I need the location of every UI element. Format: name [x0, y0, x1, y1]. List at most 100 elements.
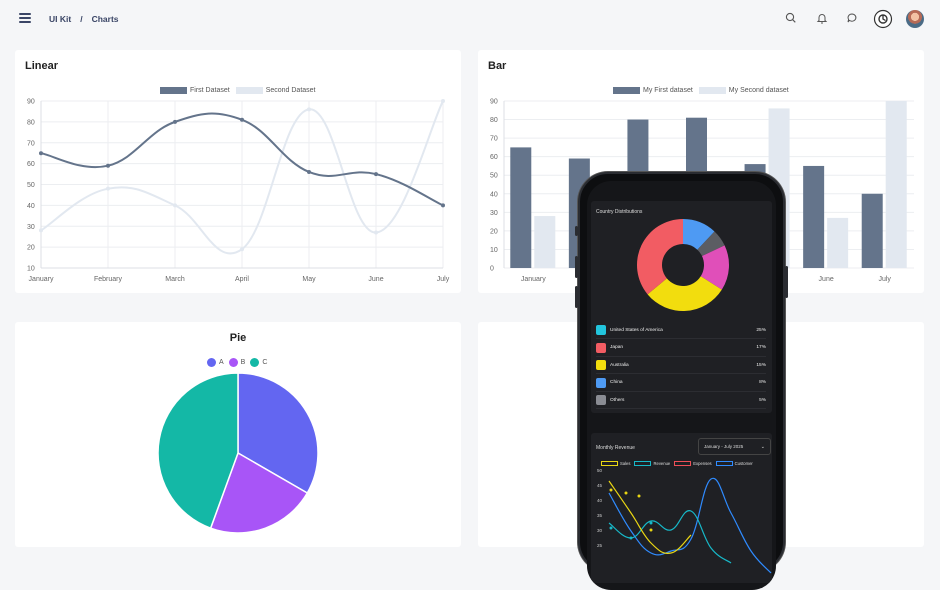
- country-percent: 17%: [756, 345, 766, 350]
- phone-screen: Country Distributions United States of A…: [587, 181, 776, 590]
- pie-legend-c[interactable]: C: [250, 358, 267, 367]
- y-tick-label: 35: [597, 513, 603, 518]
- pie-legend-a[interactable]: A: [207, 358, 224, 367]
- date-range-value: January - July 2025: [704, 444, 744, 449]
- y-tick-label: 90: [490, 99, 498, 106]
- revenue-legend-item[interactable]: Customer: [715, 461, 753, 466]
- y-tick-label: 60: [27, 161, 35, 168]
- breadcrumb-uikit[interactable]: UI Kit: [49, 14, 72, 24]
- y-tick-label: 30: [597, 528, 603, 533]
- date-range-select[interactable]: January - July 2025 ⌄: [698, 438, 771, 455]
- menu-icon[interactable]: [19, 13, 31, 23]
- linear-chart-card: Linear First Dataset Second Dataset 10 20…: [15, 50, 461, 293]
- legend-first-dataset[interactable]: First Dataset: [160, 87, 230, 94]
- country-percent: 25%: [756, 327, 766, 333]
- y-tick-label: 0: [490, 266, 494, 273]
- breadcrumb: UI Kit / Charts: [49, 14, 119, 24]
- legend-my-second-dataset[interactable]: My Second dataset: [698, 87, 789, 94]
- country-swatch: [596, 395, 606, 405]
- bar-chart-title: Bar: [488, 60, 507, 72]
- data-point: [106, 186, 110, 191]
- revenue-legend-item[interactable]: Revenue: [634, 461, 670, 466]
- pie-slice-b: [209, 451, 309, 534]
- data-point: [649, 528, 653, 532]
- country-swatch: [596, 325, 606, 335]
- bar-chart-legend: My First dataset My Second dataset: [613, 87, 795, 94]
- monthly-revenue-title: Monthly Revenue: [596, 445, 635, 451]
- bar-2: [827, 217, 849, 268]
- legend-my-first-dataset[interactable]: My First dataset: [613, 87, 693, 94]
- country-label: China: [610, 380, 623, 385]
- line-chart: 10 20 30 40 50 60 70 80 90 January February March Ap…: [27, 99, 450, 284]
- x-tick-label: June: [819, 276, 834, 283]
- y-tick-label: 40: [597, 498, 603, 503]
- data-point: [307, 169, 311, 174]
- bar-2: [534, 216, 556, 268]
- country-percent: 15%: [756, 362, 766, 368]
- data-point: [609, 488, 613, 492]
- y-tick-label: 25: [597, 543, 603, 548]
- country-distribution-panel: Country Distributions United States of A…: [591, 201, 772, 413]
- country-row[interactable]: United States of America 25%: [596, 322, 766, 339]
- data-point: [374, 230, 378, 235]
- x-tick-label: July: [437, 276, 450, 283]
- pie-legend-b[interactable]: B: [228, 358, 245, 367]
- x-tick-label: May: [302, 276, 316, 283]
- donut-segment: [683, 219, 715, 250]
- country-swatch: [596, 342, 606, 353]
- legend-label: Customer: [734, 461, 753, 466]
- pie-chart-title: Pie: [229, 332, 247, 344]
- data-point: [374, 172, 378, 177]
- linear-chart-legend: First Dataset Second Dataset: [160, 87, 322, 94]
- revenue-legend-item[interactable]: Expenses: [674, 461, 712, 466]
- legend-swatch: [715, 461, 733, 466]
- x-tick-label: April: [235, 276, 249, 283]
- x-tick-label: February: [94, 276, 123, 283]
- country-row[interactable]: Others 5%: [596, 392, 766, 409]
- data-point: [609, 526, 613, 530]
- country-row[interactable]: Australia 15%: [596, 357, 766, 374]
- data-point: [39, 151, 43, 156]
- data-point: [307, 107, 311, 112]
- data-point: [240, 117, 244, 122]
- bar-1: [861, 193, 883, 268]
- chevron-down-icon: ⌄: [760, 444, 765, 450]
- monthly-revenue-panel: Monthly Revenue January - July 2025 ⌄ Sa…: [591, 433, 772, 583]
- revenue-legend-item[interactable]: Sales: [601, 461, 630, 466]
- palette-icon[interactable]: [873, 9, 893, 29]
- legend-label: C: [262, 359, 268, 366]
- revenue-legend: Sales Revenue Expenses Customer: [601, 461, 753, 466]
- data-point: [637, 494, 641, 498]
- legend-swatch: [250, 358, 260, 367]
- legend-second-dataset[interactable]: Second Dataset: [235, 87, 316, 94]
- bell-icon[interactable]: [815, 11, 829, 25]
- data-point: [441, 203, 445, 208]
- top-bar: UI Kit / Charts: [0, 0, 940, 40]
- country-row[interactable]: Japan 17%: [596, 340, 766, 357]
- country-label: Australia: [610, 362, 629, 368]
- country-row[interactable]: China 8%: [596, 375, 766, 392]
- country-percent: 8%: [759, 380, 766, 385]
- y-tick-label: 20: [27, 245, 35, 252]
- legend-label: Sales: [620, 461, 631, 466]
- bar-1: [803, 165, 825, 268]
- country-percent: 5%: [759, 397, 766, 403]
- revenue-series-line: [608, 510, 732, 564]
- y-tick-label: 30: [27, 224, 35, 231]
- search-icon[interactable]: [784, 11, 798, 25]
- y-tick-label: 10: [27, 266, 35, 273]
- y-tick-label: 40: [27, 203, 35, 210]
- chat-icon[interactable]: [845, 11, 859, 25]
- country-swatch: [596, 377, 606, 388]
- linear-chart-title: Linear: [25, 60, 59, 72]
- pie-chart-legend: A B C: [207, 358, 267, 367]
- x-tick-label: March: [165, 276, 185, 283]
- legend-label: Revenue: [653, 461, 671, 466]
- x-tick-label: June: [368, 276, 383, 283]
- avatar[interactable]: [906, 10, 924, 28]
- bar-2: [885, 101, 907, 268]
- donut-segment: [700, 245, 729, 290]
- legend-label: Expenses: [693, 461, 712, 466]
- y-tick-label: 10: [490, 247, 498, 254]
- breadcrumb-separator: /: [80, 14, 83, 24]
